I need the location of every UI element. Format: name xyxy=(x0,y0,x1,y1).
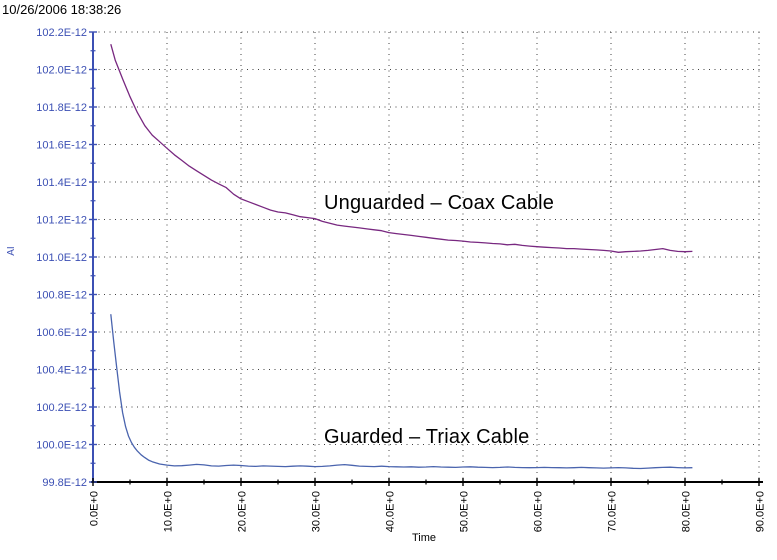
timestamp: 10/26/2006 18:38:26 xyxy=(2,2,122,17)
x-tick-label: 50.0E+0 xyxy=(459,491,471,532)
y-tick-label: 101.0E-12 xyxy=(36,252,87,264)
y-tick-label: 102.2E-12 xyxy=(36,27,87,39)
series-line-guarded-triax xyxy=(110,314,693,470)
x-tick-label: 20.0E+0 xyxy=(237,491,249,532)
x-axis-title: Time xyxy=(412,532,436,544)
y-tick-label: 100.0E-12 xyxy=(36,440,87,452)
y-axis-title: AI xyxy=(6,246,17,255)
x-tick-label: 80.0E+0 xyxy=(681,491,693,532)
y-tick-label: 101.6E-12 xyxy=(36,140,87,152)
x-tick-label: 40.0E+0 xyxy=(385,491,397,532)
series-line-unguarded-coax xyxy=(110,44,693,253)
y-tick-label: 101.4E-12 xyxy=(36,177,87,189)
x-tick-label: 90.0E+0 xyxy=(755,491,767,532)
y-tick-label: 99.8E-12 xyxy=(42,477,87,489)
x-tick-label: 0.0E+0 xyxy=(89,491,101,526)
y-tick-label: 100.2E-12 xyxy=(36,402,87,414)
x-tick-label: 10.0E+0 xyxy=(163,491,175,532)
x-tick-label: 30.0E+0 xyxy=(311,491,323,532)
y-tick-label: 101.8E-12 xyxy=(36,102,87,114)
x-tick-label: 60.0E+0 xyxy=(533,491,545,532)
annotation-unguarded-coax: Unguarded – Coax Cable xyxy=(324,192,555,214)
y-tick-label: 100.4E-12 xyxy=(36,365,87,377)
y-tick-label: 102.0E-12 xyxy=(36,65,87,77)
y-tick-label: 100.8E-12 xyxy=(36,290,87,302)
annotation-guarded-triax: Guarded – Triax Cable xyxy=(324,426,530,448)
y-tick-label: 101.2E-12 xyxy=(36,215,87,227)
x-tick-label: 70.0E+0 xyxy=(607,491,619,532)
y-tick-label: 100.6E-12 xyxy=(36,327,87,339)
